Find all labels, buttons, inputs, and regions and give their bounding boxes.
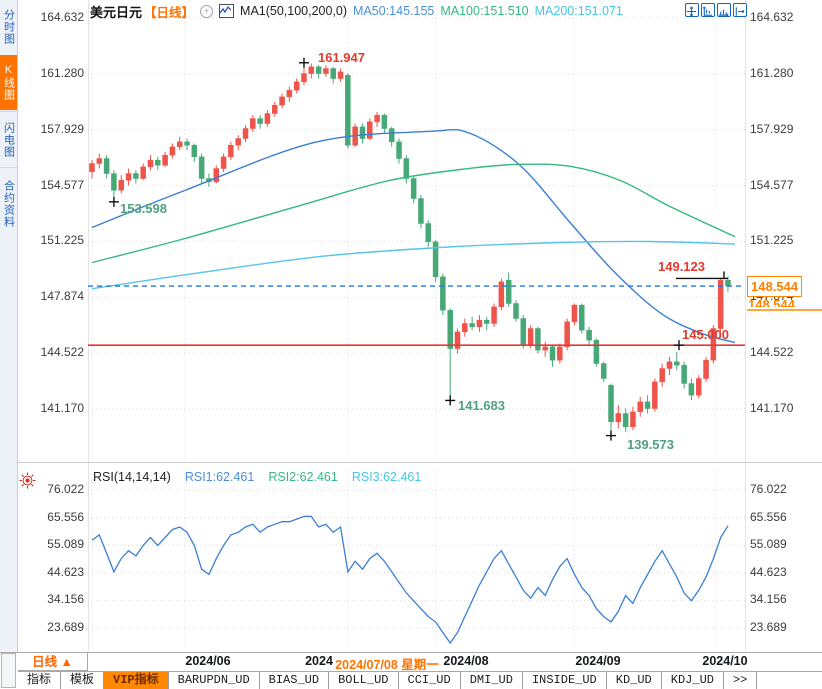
rsi-axis-label: 34.156 — [47, 592, 84, 607]
price-annotation: 141.683 — [458, 398, 505, 413]
clipped-price-label: 148.544 — [748, 297, 795, 307]
ma200-value: MA200:151.071 — [534, 4, 623, 18]
indicator-tab[interactable]: 模板 — [61, 672, 105, 689]
price-axis-label: 157.929 — [40, 121, 84, 136]
price-axis-label: 141.170 — [750, 400, 794, 415]
alert-blink-icon[interactable] — [19, 472, 36, 489]
rsi-axis-label: 55.089 — [750, 537, 787, 552]
price-axis-label: 141.170 — [40, 400, 84, 415]
rsi-axis-label: 65.556 — [750, 509, 787, 524]
symbol-name: 美元日元 — [90, 4, 143, 20]
price-axis-label: 161.280 — [40, 65, 84, 80]
rsi-axis-label: 76.022 — [47, 482, 84, 496]
rsi-axis-label: 44.623 — [750, 564, 787, 579]
indicator-tab[interactable]: BOLL_UD — [329, 672, 399, 689]
sidebar-item-time-chart[interactable]: 分时图 — [2, 9, 15, 45]
price-axis-label: 157.929 — [750, 121, 794, 136]
price-axis-label: 161.280 — [750, 65, 794, 80]
rsi-axis-label: 23.689 — [750, 620, 787, 634]
price-annotation: 149.123 — [658, 259, 705, 274]
rsi1-value: RSI1:62.461 — [184, 470, 255, 484]
pan-right-icon[interactable] — [733, 3, 747, 17]
price-annotation: 161.947 — [318, 50, 365, 65]
rsi-axis-label: 65.556 — [47, 509, 84, 524]
time-axis-label: 2024 — [305, 654, 333, 668]
move-crosshair-icon[interactable] — [685, 3, 699, 17]
crosshair-date-label: 2024/07/08 星期一 — [335, 658, 439, 672]
price-axis-label: 151.225 — [40, 233, 84, 248]
price-axis-label: 144.522 — [40, 345, 84, 360]
indicator-tab[interactable]: KD_UD — [607, 672, 662, 689]
add-indicator-icon[interactable]: + — [200, 4, 214, 18]
scale-right-axis-icon[interactable] — [717, 3, 731, 17]
indicator-tab[interactable]: INSIDE_UD — [523, 672, 607, 689]
time-axis-label: 2024/09 — [575, 654, 621, 668]
indicator-tab-bar: 指标 模板 VIP指标 BARUPDN_UD BIAS_UD BOLL_UD CCI_UD D… — [18, 671, 822, 689]
price-axis-label: 147.874 — [40, 289, 84, 304]
price-annotation: 145.000 — [682, 327, 729, 342]
rsi3-value: RSI3:62.461 — [351, 470, 422, 484]
ma50-value: MA50:145.155 — [353, 4, 435, 18]
rsi2-value: RSI2:62.461 — [268, 470, 338, 484]
ma-settings-label: MA1(50,100,200,0) — [240, 4, 348, 18]
indicator-tab[interactable]: 指标 — [18, 672, 62, 689]
chart-header: 美元日元 【日线】 + MA1(50,100,200,0) MA50:145.15… — [90, 3, 623, 20]
rsi-axis-label: 23.689 — [47, 620, 84, 634]
period-selector[interactable]: 日线 ▲ — [18, 653, 88, 671]
rsi-title: RSI(14,14,14) — [93, 470, 171, 484]
price-axis-label: 164.632 — [40, 10, 84, 24]
period-tag: 【日线】 — [144, 5, 195, 20]
price-axis-label: 144.522 — [750, 345, 794, 360]
rsi-axis-label: 55.089 — [47, 537, 84, 552]
rsi-header: RSI(14,14,14) RSI1:62.461 RSI2:62.461 RS… — [93, 470, 421, 484]
ma-indicator-icon[interactable] — [219, 4, 235, 18]
sidebar-item-contract-info[interactable]: 合约资料 — [0, 167, 17, 240]
price-annotation: 139.573 — [627, 437, 674, 452]
ma100-value: MA100:151.510 — [440, 4, 529, 18]
corner-box — [1, 653, 16, 688]
rsi-axis-label: 76.022 — [750, 482, 787, 496]
indicator-tab[interactable]: KDJ_UD — [662, 672, 724, 689]
price-axis-label: 154.577 — [750, 177, 794, 192]
chart-type-sidebar: 分时图 K线图 闪电图 合约资料 — [0, 0, 18, 652]
time-axis-row: 日线 ▲ 2024/07/08 星期一 2024/06 2024 2024/08 20… — [0, 652, 822, 672]
indicator-tab[interactable]: >> — [724, 672, 758, 689]
time-axis-label: 2024/10 — [702, 654, 748, 668]
time-axis-label: 2024/08 — [443, 654, 489, 668]
time-axis-label: 2024/06 — [185, 654, 231, 668]
price-axis-label: 151.225 — [750, 233, 794, 248]
rsi-axis-label: 44.623 — [47, 564, 84, 579]
indicator-tab[interactable]: BARUPDN_UD — [169, 672, 260, 689]
sidebar-item-candle-chart[interactable]: K线图 — [0, 55, 17, 110]
rsi-axis-label: 34.156 — [750, 592, 787, 607]
price-axis-label: 164.632 — [750, 10, 794, 24]
scale-left-axis-icon[interactable] — [701, 3, 715, 17]
indicator-tab[interactable]: BIAS_UD — [260, 672, 330, 689]
current-price-badge: 148.544 — [747, 276, 802, 297]
sidebar-item-flash-chart[interactable]: 闪电图 — [0, 111, 17, 167]
indicator-tab[interactable]: DMI_UD — [461, 672, 523, 689]
indicator-tab[interactable]: CCI_UD — [399, 672, 461, 689]
price-axis-label: 154.577 — [40, 177, 84, 192]
chart-toolbar — [685, 3, 747, 17]
price-annotation: 153.598 — [120, 201, 167, 216]
indicator-tab[interactable]: VIP指标 — [104, 672, 169, 689]
